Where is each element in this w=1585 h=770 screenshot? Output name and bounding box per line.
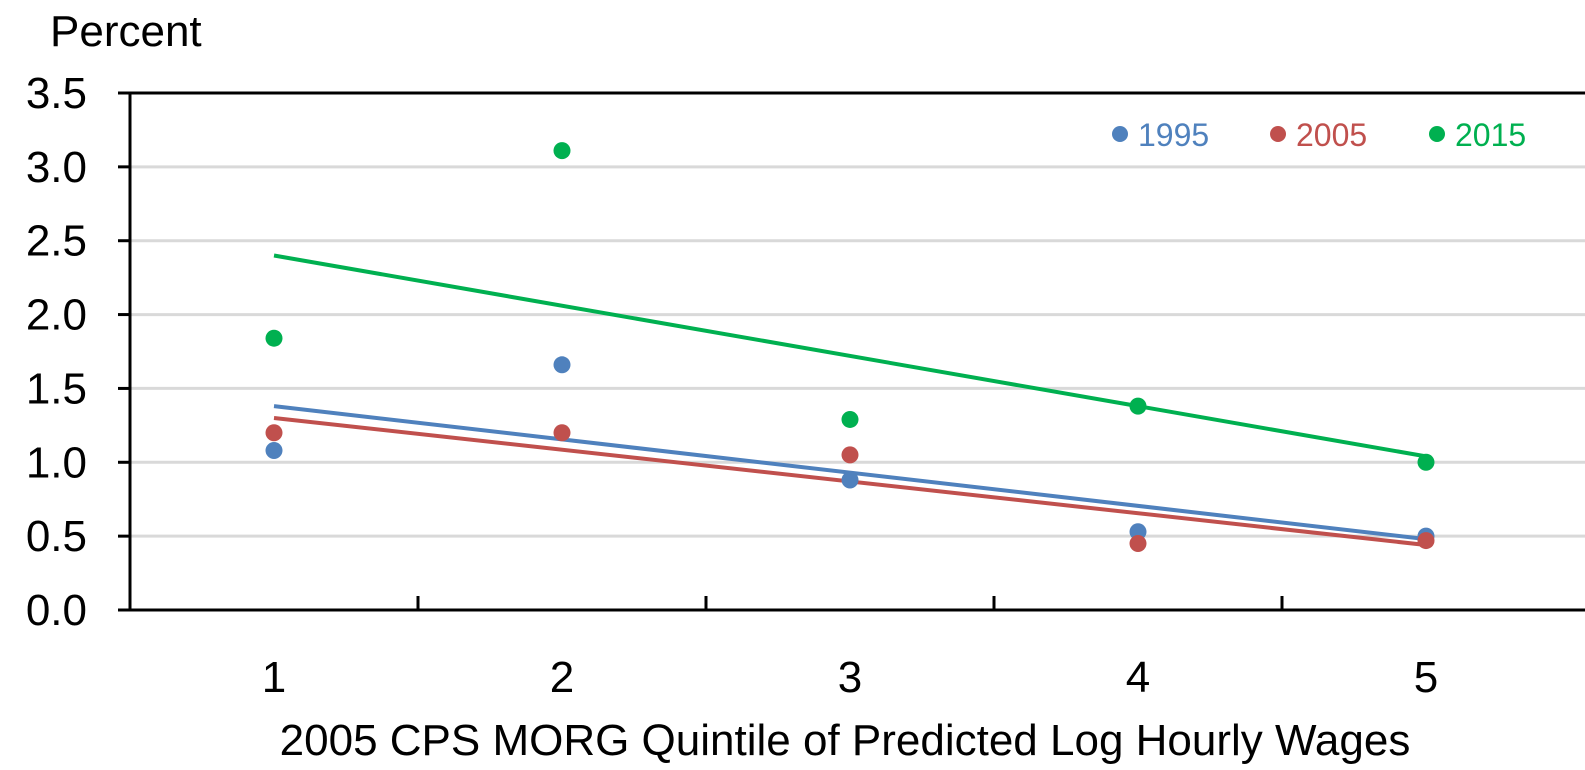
y-tick-label: 1.5 <box>26 364 87 413</box>
y-axis-title: Percent <box>50 7 202 56</box>
point-2005 <box>265 424 283 442</box>
legend-label-1995: 1995 <box>1138 117 1209 153</box>
legend-label-2015: 2015 <box>1455 117 1526 153</box>
point-1995 <box>1129 523 1147 541</box>
trendline-2015 <box>273 253 1427 459</box>
y-tick-label: 0.0 <box>26 586 87 635</box>
point-2015 <box>553 142 571 160</box>
legend-marker-2015 <box>1429 126 1445 142</box>
trendlines <box>273 253 1427 547</box>
legend-marker-2005 <box>1270 126 1286 142</box>
point-1995 <box>553 356 571 374</box>
point-1995 <box>265 441 283 459</box>
point-1995 <box>841 471 859 489</box>
legend-label-2005: 2005 <box>1296 117 1367 153</box>
x-tick-label: 2 <box>550 653 574 702</box>
y-tick-label: 3.0 <box>26 143 87 192</box>
axes: 0.0 0.5 1.0 1.5 2.0 2.5 3.0 3.5 1 2 3 4 5 <box>26 69 1585 702</box>
x-tick-label: 1 <box>262 653 286 702</box>
legend: 1995 2005 2015 <box>1112 117 1526 153</box>
data-points <box>265 142 1435 553</box>
point-2005 <box>1417 532 1435 550</box>
point-2015 <box>841 410 859 428</box>
point-2015 <box>265 329 283 347</box>
x-tick-label: 3 <box>838 653 862 702</box>
point-2005 <box>841 446 859 464</box>
point-2005 <box>553 424 571 442</box>
y-tick-label: 3.5 <box>26 69 87 118</box>
y-tick-label: 2.5 <box>26 217 87 266</box>
legend-marker-1995 <box>1112 126 1128 142</box>
y-tick-label: 0.5 <box>26 512 87 561</box>
point-2005 <box>1129 535 1147 553</box>
x-tick-label: 4 <box>1126 653 1150 702</box>
x-axis-title: 2005 CPS MORG Quintile of Predicted Log … <box>280 716 1411 765</box>
x-tick-label: 5 <box>1414 653 1438 702</box>
y-tick-label: 2.0 <box>26 291 87 340</box>
point-2015 <box>1417 453 1435 471</box>
y-tick-label: 1.0 <box>26 438 87 487</box>
point-2015 <box>1129 397 1147 415</box>
